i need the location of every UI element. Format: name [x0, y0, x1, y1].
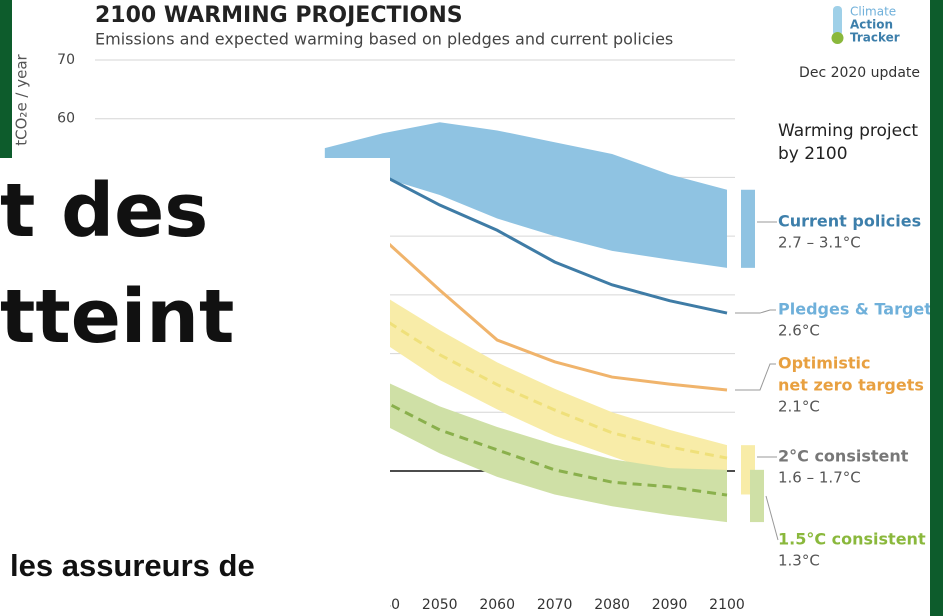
y-tick-label: 60 — [57, 111, 75, 127]
legend-label: 1.5°C consistent — [778, 530, 926, 549]
series-line — [324, 164, 728, 315]
logo: Climate Action Tracker — [831, 5, 900, 45]
legend-label: Pledges & Target — [778, 300, 932, 319]
logo-bulb — [831, 32, 844, 44]
range-band — [324, 122, 727, 268]
y-axis-label: tCO₂e / year — [13, 53, 31, 145]
range-band — [324, 353, 727, 523]
x-tick-label: 2060 — [479, 597, 515, 613]
logo-text: Tracker — [850, 31, 900, 45]
series-line — [324, 281, 728, 460]
legend-label: Current policies — [778, 212, 921, 231]
range-band — [324, 259, 727, 495]
overlay-text: tteint — [0, 274, 235, 360]
update-note: Dec 2020 update — [799, 65, 920, 81]
legend-range: 1.6 – 1.7°C — [778, 469, 861, 487]
logo-thermometer — [833, 6, 842, 36]
article-overlay: t des tteint les assureurs de — [0, 158, 390, 616]
overlay-text: t des — [0, 168, 209, 254]
leader-line — [735, 363, 776, 391]
leader-line — [765, 495, 779, 541]
leader-line — [735, 309, 776, 314]
series-line — [324, 369, 728, 497]
range-bar — [750, 469, 764, 523]
x-tick-label: 2070 — [537, 597, 573, 613]
x-tick-label: 2090 — [652, 597, 688, 613]
series-line — [324, 205, 728, 392]
chart-title: 2100 WARMING PROJECTIONS — [95, 3, 463, 28]
legend-range: 2.6°C — [778, 322, 820, 340]
x-tick-label: 2080 — [594, 597, 630, 613]
panel-title: by 2100 — [778, 144, 848, 164]
x-tick-label: 2100 — [709, 597, 745, 613]
logo-text: Action — [850, 18, 893, 32]
legend-range: 1.3°C — [778, 552, 820, 570]
legend-range: 2.1°C — [778, 398, 820, 416]
chart-subtitle: Emissions and expected warming based on … — [95, 30, 673, 49]
legend-range: 2.7 – 3.1°C — [778, 234, 861, 252]
range-bar — [741, 189, 755, 268]
y-tick-label: 70 — [57, 52, 75, 68]
logo-text: Climate — [850, 5, 896, 19]
x-tick-label: 2050 — [422, 597, 458, 613]
legend-label: Optimistic — [778, 354, 870, 373]
legend-label: 2°C consistent — [778, 447, 909, 466]
panel-title: Warming project — [778, 121, 918, 141]
overlay-text: les assureurs de — [10, 548, 255, 583]
legend-label: net zero targets — [778, 376, 924, 395]
frame-right — [930, 0, 943, 616]
